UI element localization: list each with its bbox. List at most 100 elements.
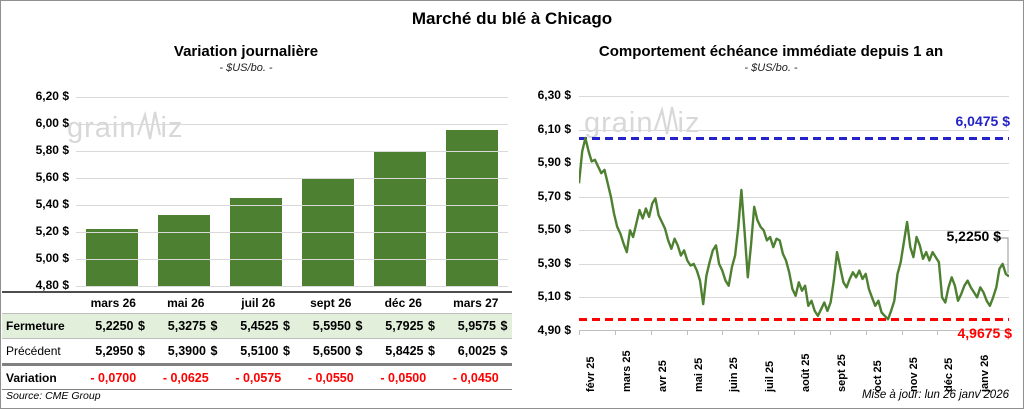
column-header: déc 26	[384, 296, 422, 310]
y-axis-tick-label: 5,70 $	[537, 189, 571, 203]
y-axis-tick-label: 6,30 $	[537, 88, 571, 102]
cell-number: 5,9575	[457, 319, 496, 333]
page-title: Marché du blé à Chicago	[411, 9, 613, 28]
x-axis-tick-label: avr 25	[657, 360, 669, 392]
value-cell: - 0,0450	[452, 370, 499, 385]
grainwiz-watermark: grain iz	[584, 106, 700, 140]
x-axis-tick	[937, 331, 938, 335]
currency-sign: $	[355, 319, 363, 333]
x-axis-tick	[1009, 331, 1010, 335]
watermark-text-pre: grain	[584, 106, 654, 139]
gridline	[76, 286, 508, 287]
x-axis-tick	[579, 331, 580, 335]
y-axis-tick-label: 5,10 $	[537, 289, 571, 303]
value-cell: - 0,0625	[162, 370, 209, 385]
grainwiz-pulse-icon	[136, 111, 161, 140]
y-axis-tick-label: 6,00 $	[35, 116, 69, 130]
min-reference-line	[579, 318, 1009, 322]
column-header: mars 26	[90, 296, 136, 310]
currency-sign: $	[210, 319, 218, 333]
bar-series	[76, 97, 508, 286]
gridline	[76, 151, 508, 152]
cell-number: 6,0025	[457, 344, 496, 358]
y-axis-tick-label: 4,80 $	[35, 278, 69, 292]
value-cell: 5,7925 $	[367, 319, 440, 333]
y-axis-tick-label: 5,80 $	[35, 143, 69, 157]
cell-number: 5,7925	[385, 319, 424, 333]
max-reference-line	[579, 136, 1009, 140]
value-cell: 5,6500 $	[295, 344, 368, 358]
y-axis-tick-label: 6,10 $	[537, 122, 571, 136]
x-axis-tick-label: févr 25	[585, 356, 597, 392]
cell-number: 5,3275	[167, 319, 206, 333]
max-price-label: 6,0475 $	[955, 113, 1011, 129]
source-note: Source: CME Group	[6, 390, 101, 402]
left-chart-subtitle: - $US/bo. -	[219, 62, 273, 74]
cell-number: 5,4525	[240, 319, 279, 333]
x-axis-tick-label: juin 25	[728, 357, 740, 392]
value-cell: 6,0025 $	[440, 344, 513, 358]
value-cell: - 0,0700	[90, 370, 137, 385]
x-axis-tick-label: mars 25	[621, 350, 633, 392]
x-axis-tick	[902, 331, 903, 335]
gridline	[579, 197, 1009, 198]
x-axis-tick-label: mai 25	[693, 357, 705, 392]
currency-sign: $	[138, 319, 145, 333]
value-cell: 5,9575 $	[440, 319, 513, 333]
bar	[446, 130, 498, 286]
cell-number: 5,5100	[240, 344, 279, 358]
x-axis-tick	[758, 331, 759, 335]
left-chart-plot-area	[76, 97, 508, 287]
x-axis-tick-label: sept 25	[836, 354, 848, 392]
value-cell: 5,5950 $	[295, 319, 368, 333]
right-chart-plot-area	[579, 96, 1009, 331]
gridline	[76, 97, 508, 98]
price-line-svg	[579, 136, 1009, 321]
price-line	[579, 136, 1009, 321]
x-axis-tick	[866, 331, 867, 335]
cell-number: 5,2950	[95, 344, 134, 358]
x-axis-tick-label: août 25	[800, 353, 812, 392]
value-cell: 5,8425 $	[367, 344, 440, 358]
gridline	[579, 264, 1009, 265]
cell-number: 5,8425	[385, 344, 424, 358]
gridline	[76, 205, 508, 206]
update-note: Mise à jour: lun 26 janv 2026	[861, 389, 1009, 401]
column-header: mai 26	[167, 296, 205, 310]
gridline	[579, 297, 1009, 298]
row-label: Variation	[6, 370, 57, 385]
x-axis-tick	[687, 331, 688, 335]
y-axis-tick-label: 6,20 $	[35, 89, 69, 103]
bar	[230, 198, 282, 286]
gridline	[579, 163, 1009, 164]
value-cell: 5,2950 $	[77, 344, 150, 358]
right-chart-x-axis: févr 25 mars 25 avr 25 mai 25 juin 25 juil 25…	[579, 331, 1010, 393]
y-axis-tick-label: 5,00 $	[35, 251, 69, 265]
currency-sign: $	[500, 344, 508, 358]
label-leader-line	[993, 237, 1009, 273]
x-axis-tick-label: déc 25	[943, 357, 955, 392]
left-chart-y-axis: 6,20 $ 6,00 $ 5,80 $ 5,60 $ 5,40 $ 5,20 $ 5,00…	[1, 89, 69, 292]
grainwiz-pulse-icon	[653, 106, 678, 135]
cell-number: 5,2250	[95, 319, 134, 333]
x-axis-tick	[830, 331, 831, 335]
currency-sign: $	[138, 344, 145, 358]
gridline	[76, 232, 508, 233]
current-price-label: 5,2250 $	[946, 228, 1002, 244]
currency-sign: $	[428, 319, 435, 333]
value-cell: - 0,0500	[380, 370, 427, 385]
value-cell: - 0,0575	[235, 370, 282, 385]
watermark-text-pre: grain	[67, 111, 137, 144]
right-chart-subtitle: - $US/bo. -	[744, 62, 798, 74]
cell-number: 5,5950	[312, 319, 351, 333]
y-axis-tick-label: 5,60 $	[35, 170, 69, 184]
value-cell: 5,3275 $	[150, 319, 223, 333]
value-cell: - 0,0550	[307, 370, 354, 385]
x-axis-tick-label: juil 25	[764, 360, 776, 392]
currency-sign: $	[283, 319, 290, 333]
min-price-label: 4,9675 $	[957, 325, 1013, 341]
y-axis-tick-label: 5,40 $	[35, 197, 69, 211]
watermark-text-post: iz	[677, 106, 701, 139]
y-axis-tick-label: 5,20 $	[35, 224, 69, 238]
